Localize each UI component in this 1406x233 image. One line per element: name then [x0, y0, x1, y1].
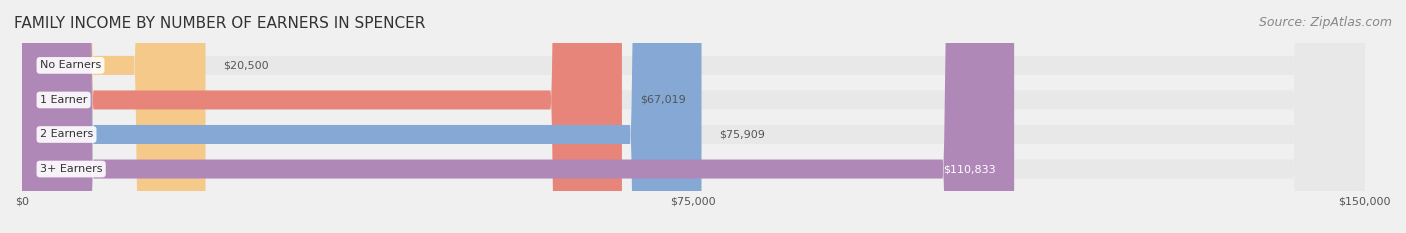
Text: $67,019: $67,019 — [640, 95, 686, 105]
Text: 2 Earners: 2 Earners — [39, 130, 93, 140]
Text: 3+ Earners: 3+ Earners — [39, 164, 103, 174]
FancyBboxPatch shape — [22, 0, 1365, 233]
FancyBboxPatch shape — [22, 0, 205, 233]
FancyBboxPatch shape — [22, 0, 621, 233]
FancyBboxPatch shape — [22, 0, 1014, 233]
Text: $20,500: $20,500 — [224, 60, 269, 70]
FancyBboxPatch shape — [22, 0, 1365, 233]
Text: $110,833: $110,833 — [943, 164, 997, 174]
Text: Source: ZipAtlas.com: Source: ZipAtlas.com — [1258, 16, 1392, 29]
FancyBboxPatch shape — [22, 0, 1365, 233]
Text: No Earners: No Earners — [39, 60, 101, 70]
Text: 1 Earner: 1 Earner — [39, 95, 87, 105]
FancyBboxPatch shape — [22, 0, 702, 233]
FancyBboxPatch shape — [22, 0, 1365, 233]
Text: $75,909: $75,909 — [720, 130, 765, 140]
Text: FAMILY INCOME BY NUMBER OF EARNERS IN SPENCER: FAMILY INCOME BY NUMBER OF EARNERS IN SP… — [14, 16, 426, 31]
